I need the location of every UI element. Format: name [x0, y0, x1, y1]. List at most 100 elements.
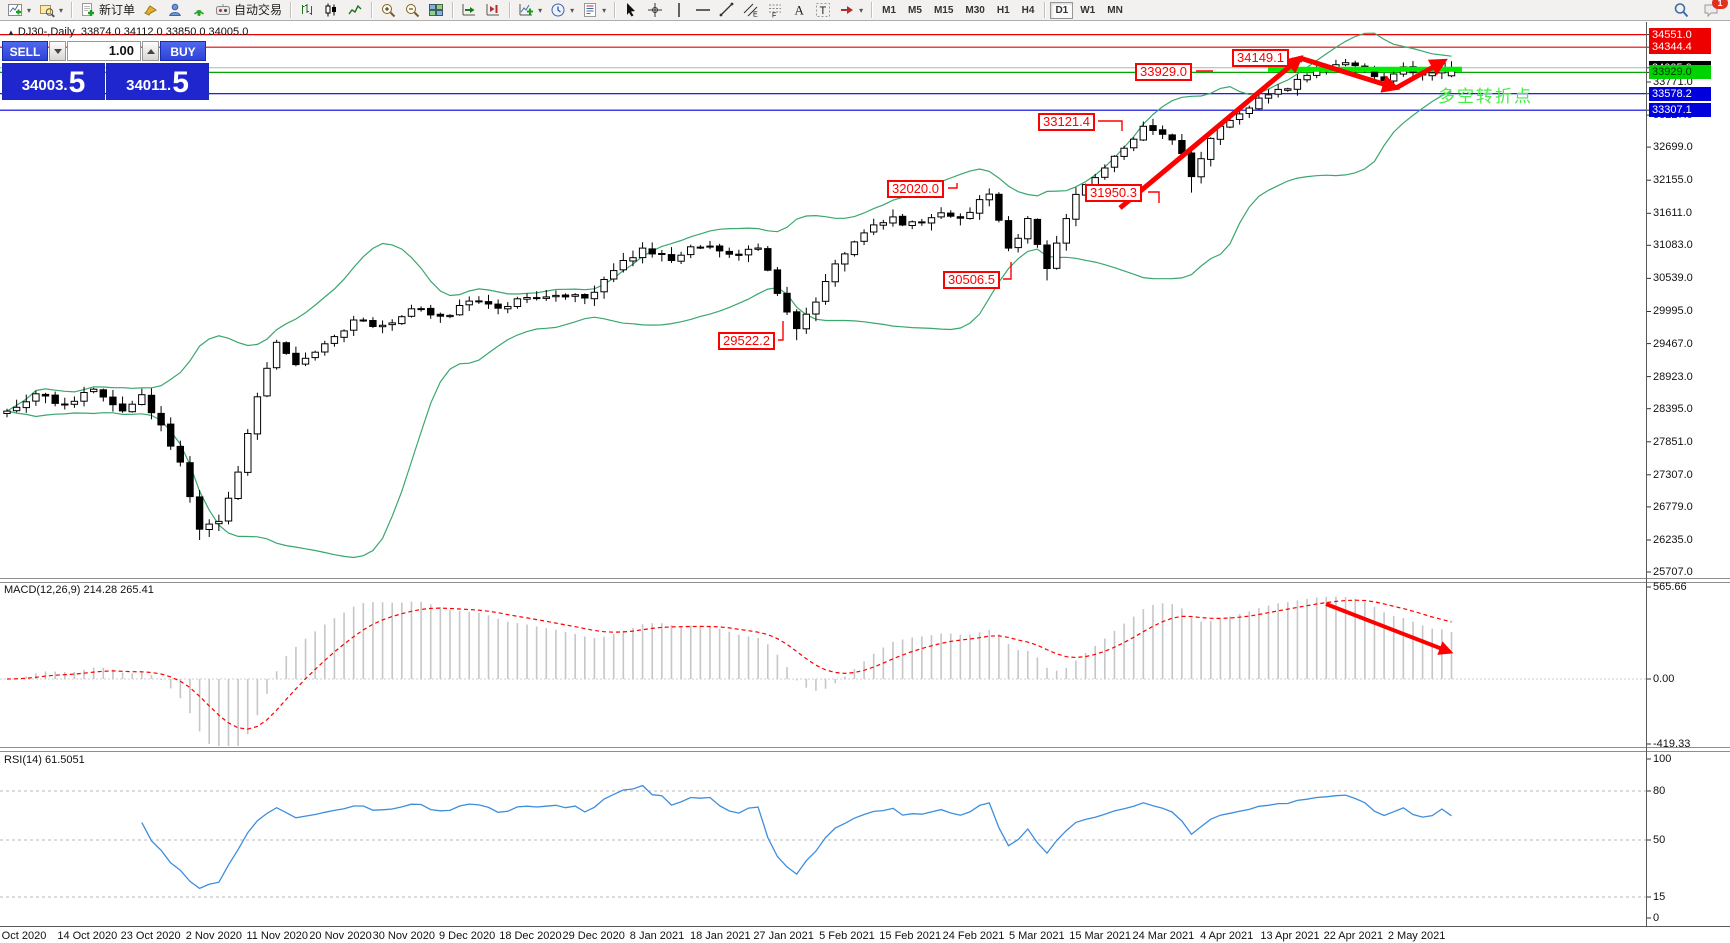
crosshair-icon — [648, 3, 663, 17]
date-axis-label[interactable]: 20 Nov 2020 — [309, 930, 372, 942]
tf-w1-button[interactable]: W1 — [1080, 4, 1096, 16]
cursor-button[interactable] — [619, 0, 643, 21]
price-annotation[interactable]: 30506.5 — [943, 271, 1000, 289]
annotation-leader — [1003, 262, 1012, 280]
tf-d1-button[interactable]: D1 — [1050, 1, 1074, 19]
auto-scroll-button[interactable] — [457, 0, 481, 21]
date-axis-label[interactable]: 2 Nov 2020 — [185, 930, 243, 942]
profiles-button[interactable]: ▾ — [35, 0, 67, 21]
volume-increase-button[interactable] — [142, 41, 159, 61]
buy-button[interactable]: BUY — [160, 41, 206, 61]
tf-h4-button[interactable]: H4 — [1021, 4, 1035, 16]
bollinger-lower-band — [6, 90, 1452, 559]
date-axis-label[interactable]: 5 Feb 2021 — [819, 930, 875, 942]
fibonacci-button[interactable]: F — [763, 0, 787, 21]
zoom-in-button[interactable] — [376, 0, 400, 21]
chart-shift-button[interactable] — [481, 0, 505, 21]
date-axis-label[interactable]: 30 Nov 2020 — [372, 930, 435, 942]
horizontal-line-button[interactable] — [691, 0, 715, 21]
annotation-leader — [948, 183, 958, 189]
price-annotation[interactable]: 33929.0 — [1135, 63, 1192, 81]
bar-chart-mode-button[interactable] — [295, 0, 319, 21]
community-icon — [169, 3, 181, 16]
sell-price[interactable]: 34003. 5 — [2, 63, 105, 100]
date-axis-label[interactable]: 18 Dec 2020 — [499, 930, 562, 942]
tile-windows-button[interactable] — [424, 0, 448, 21]
tf-m1-button[interactable]: M1 — [882, 4, 897, 16]
history-center-button[interactable] — [139, 0, 163, 21]
tf-m15-button[interactable]: M15 — [933, 4, 954, 16]
trend-arrow[interactable] — [1118, 55, 1304, 210]
price-annotation[interactable]: 31950.3 — [1085, 184, 1142, 202]
text-button[interactable]: A — [787, 0, 811, 21]
caret-down-icon: ▾ — [859, 5, 864, 15]
candlestick-mode-button[interactable] — [319, 0, 343, 21]
line-chart-mode-button[interactable] — [343, 0, 367, 21]
tf-m5-button[interactable]: M5 — [908, 4, 922, 16]
annotation-leader — [1098, 120, 1123, 131]
new-order-button[interactable]: 新订单 — [76, 0, 139, 21]
date-axis-label[interactable]: Oct 2020 — [1, 930, 47, 942]
date-axis-label[interactable]: 24 Feb 2021 — [942, 930, 1005, 942]
price-level-badge: 34344.4 — [1649, 40, 1711, 55]
date-axis-label[interactable]: 22 Apr 2021 — [1323, 930, 1383, 942]
zoom-out-button[interactable] — [400, 0, 424, 21]
tf-mn-button[interactable]: MN — [1107, 4, 1123, 16]
date-axis-label[interactable]: 24 Mar 2021 — [1132, 930, 1195, 942]
date-axis-label[interactable]: 11 Nov 2020 — [246, 930, 308, 942]
collapse-icon[interactable]: ▲ — [7, 28, 15, 37]
buy-price[interactable]: 34011. 5 — [106, 63, 209, 100]
vertical-line-button[interactable] — [667, 0, 691, 21]
date-axis-label[interactable]: 29 Dec 2020 — [562, 930, 625, 942]
date-axis-label[interactable]: 23 Oct 2020 — [120, 930, 181, 942]
date-axis-label[interactable]: 14 Oct 2020 — [57, 930, 118, 942]
date-axis-label[interactable]: 8 Jan 2021 — [629, 930, 685, 942]
profiles-icon — [40, 5, 55, 18]
macd-trend-arrow[interactable] — [1325, 602, 1454, 655]
arrows-button[interactable]: ▾ — [835, 0, 867, 21]
hline-icon — [696, 9, 711, 11]
pane-separator[interactable] — [0, 578, 1730, 583]
buy-price-main: 34011. — [126, 77, 172, 94]
notifications-button[interactable]: 1 — [1699, 0, 1728, 21]
templates-button[interactable]: ▾ — [578, 0, 610, 21]
date-axis-label[interactable]: 15 Mar 2021 — [1069, 930, 1131, 942]
signals-icon — [193, 10, 205, 16]
pane-separator[interactable] — [0, 747, 1730, 752]
trend-arrow[interactable] — [1394, 58, 1448, 91]
search-button[interactable] — [1669, 0, 1693, 21]
price-annotation[interactable]: 33121.4 — [1038, 113, 1095, 131]
price-annotation[interactable]: 32020.0 — [887, 180, 944, 198]
autotrading-button[interactable]: 自动交易 — [211, 0, 286, 21]
volume-input[interactable]: 1.00 — [67, 41, 141, 61]
text-label-button[interactable]: T — [811, 0, 835, 21]
sell-button[interactable]: SELL — [2, 41, 48, 61]
price-annotation[interactable]: 29522.2 — [718, 332, 775, 350]
equidistant-channel-button[interactable]: E — [739, 0, 763, 21]
date-axis-label[interactable]: 9 Dec 2020 — [438, 930, 496, 942]
shift-icon — [486, 4, 500, 16]
price-annotation[interactable]: 34149.1 — [1232, 49, 1289, 67]
volume-decrease-button[interactable] — [49, 41, 66, 61]
date-axis-label[interactable]: 18 Jan 2021 — [690, 930, 751, 942]
new-order-label: 新订单 — [99, 2, 136, 17]
autotrading-label: 自动交易 — [234, 2, 283, 17]
tf-m30-button[interactable]: M30 — [965, 4, 985, 16]
date-axis-label[interactable]: 27 Jan 2021 — [753, 930, 814, 942]
date-axis-label[interactable]: 4 Apr 2021 — [1200, 930, 1254, 942]
date-axis-label[interactable]: 13 Apr 2021 — [1260, 930, 1320, 942]
signals-button[interactable] — [187, 0, 211, 21]
trendline-button[interactable] — [715, 0, 739, 21]
date-axis-label[interactable]: 5 Mar 2021 — [1008, 930, 1065, 942]
new-chart-button[interactable]: ▾ — [3, 0, 35, 21]
crosshair-button[interactable] — [643, 0, 667, 21]
periods-button[interactable]: ▾ — [546, 0, 578, 21]
tf-h1-button[interactable]: H1 — [996, 4, 1010, 16]
chart-note-text[interactable]: 多空转折点 — [1438, 87, 1533, 106]
indicators-button[interactable]: ▾ — [514, 0, 546, 21]
trend-arrow[interactable] — [1299, 55, 1401, 93]
date-axis-label[interactable]: 15 Feb 2021 — [879, 930, 942, 942]
date-axis-label[interactable]: 2 May 2021 — [1387, 930, 1446, 942]
community-button[interactable] — [163, 0, 187, 21]
